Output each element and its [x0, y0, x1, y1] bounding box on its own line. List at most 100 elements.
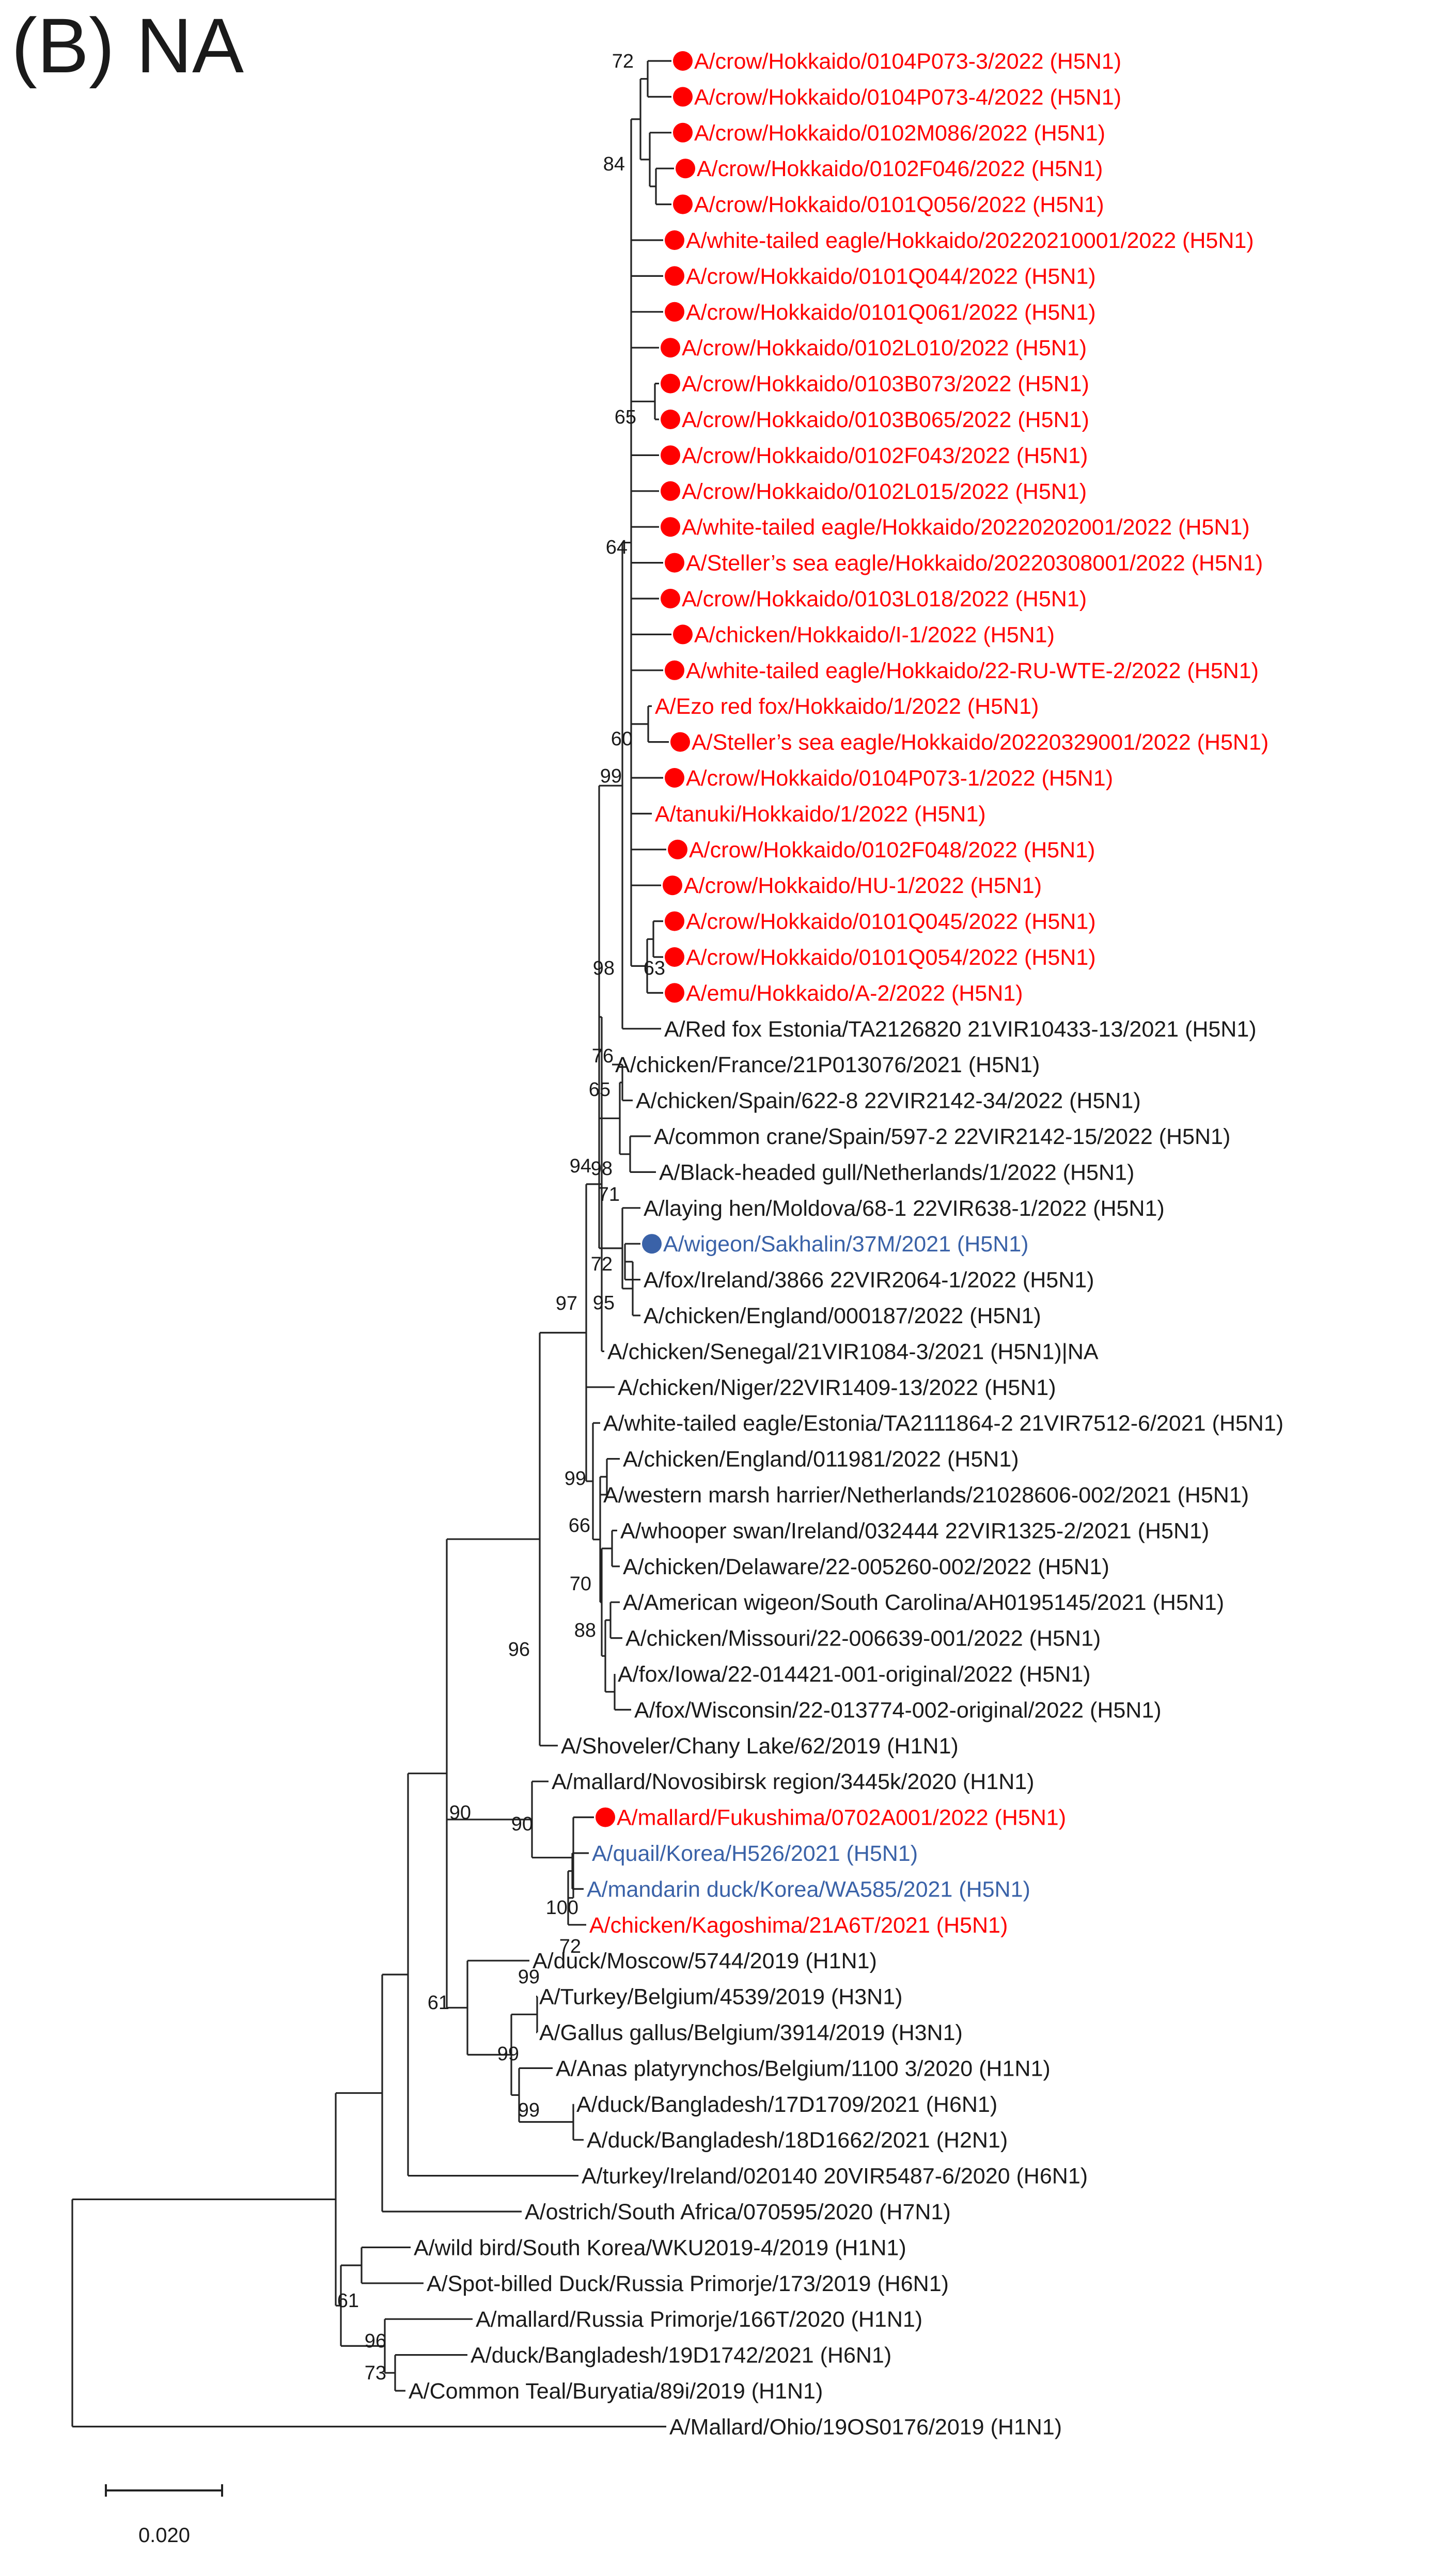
leaf-label: A/crow/Hokkaido/0101Q061/2022 (H5N1): [686, 300, 1096, 325]
red-dot-marker: [665, 947, 684, 967]
red-dot-marker: [673, 51, 693, 71]
red-dot-marker: [661, 338, 680, 358]
bootstrap-value: 100: [546, 1897, 578, 1919]
leaf-label: A/Steller’s sea eagle/Hokkaido/202203080…: [686, 551, 1263, 576]
leaf-labels: A/crow/Hokkaido/0104P073-3/2022 (H5N1) A/…: [409, 49, 1283, 2439]
leaf-label: A/ostrich/South Africa/070595/2020 (H7N1…: [525, 2200, 951, 2224]
bootstrap-value: 99: [497, 2043, 519, 2065]
red-dot-marker: [663, 875, 682, 896]
leaf-label: A/white-tailed eagle/Hokkaido/2022020200…: [682, 515, 1250, 540]
leaf-label: A/crow/Hokkaido/0102M086/2022 (H5N1): [694, 121, 1105, 146]
bootstrap-value: 84: [603, 153, 625, 175]
bootstrap-labels: 7284656460996398766594987172959799667088…: [337, 51, 665, 2384]
leaf-label: A/chicken/Delaware/22-005260-002/2022 (H…: [623, 1555, 1109, 1579]
leaf-label: A/chicken/England/011981/2022 (H5N1): [623, 1447, 1019, 1472]
leaf-label: A/chicken/Senegal/21VIR1084-3/2021 (H5N1…: [607, 1339, 1099, 1364]
red-dot-marker: [676, 159, 695, 179]
leaf-label: A/whooper swan/Ireland/032444 22VIR1325-…: [620, 1518, 1209, 1543]
bootstrap-value: 72: [612, 51, 634, 72]
red-dot-marker: [673, 624, 693, 645]
bootstrap-value: 98: [591, 1158, 613, 1180]
red-dot-marker: [665, 911, 684, 931]
red-dot-marker: [673, 194, 693, 214]
red-dot-marker: [665, 983, 684, 1003]
red-dot-marker: [665, 553, 684, 573]
leaf-label: A/chicken/England/000187/2022 (H5N1): [644, 1304, 1041, 1328]
leaf-label: A/Steller’s sea eagle/Hokkaido/202203290…: [692, 730, 1269, 755]
leaf-label: A/Red fox Estonia/TA2126820 21VIR10433-1…: [664, 1017, 1257, 1042]
bootstrap-value: 95: [593, 1292, 615, 1314]
leaf-label: A/duck/Bangladesh/18D1662/2021 (H2N1): [587, 2128, 1008, 2153]
leaf-label: A/crow/Hokkaido/0101Q045/2022 (H5N1): [686, 910, 1096, 934]
red-dot-marker: [661, 445, 680, 465]
leaf-label: A/tanuki/Hokkaido/1/2022 (H5N1): [655, 802, 986, 826]
leaf-label: A/Anas platyrynchos/Belgium/1100 3/2020 …: [556, 2056, 1051, 2081]
leaf-label: A/chicken/Kagoshima/21A6T/2021 (H5N1): [589, 1913, 1008, 1938]
leaf-label: A/crow/Hokkaido/0104P073-4/2022 (H5N1): [694, 85, 1121, 109]
leaf-label: A/mallard/Fukushima/0702A001/2022 (H5N1): [617, 1806, 1066, 1830]
bootstrap-value: 90: [449, 1802, 471, 1824]
bootstrap-value: 98: [593, 958, 615, 979]
blue-dot-marker: [642, 1234, 662, 1254]
red-dot-marker: [665, 302, 684, 322]
leaf-label: A/crow/Hokkaido/0101Q044/2022 (H5N1): [686, 264, 1096, 289]
leaf-label: A/crow/Hokkaido/0102F046/2022 (H5N1): [697, 156, 1103, 181]
red-dot-marker: [661, 589, 680, 608]
leaf-label: A/laying hen/Moldova/68-1 22VIR638-1/202…: [644, 1196, 1165, 1221]
bootstrap-value: 99: [565, 1468, 586, 1490]
leaf-label: A/duck/Bangladesh/17D1709/2021 (H6N1): [576, 2092, 997, 2117]
leaf-label: A/crow/Hokkaido/0102L015/2022 (H5N1): [682, 479, 1087, 504]
bootstrap-value: 61: [428, 1992, 449, 2014]
leaf-label: A/wild bird/South Korea/WKU2019-4/2019 (…: [414, 2235, 906, 2260]
bootstrap-value: 96: [508, 1639, 530, 1660]
leaf-label: A/quail/Korea/H526/2021 (H5N1): [592, 1841, 918, 1866]
red-dot-marker: [661, 481, 680, 501]
leaf-label: A/crow/Hokkaido/0102L010/2022 (H5N1): [682, 336, 1087, 360]
red-dot-marker: [665, 660, 684, 680]
bootstrap-value: 61: [337, 2290, 359, 2312]
leaf-label: A/chicken/France/21P013076/2021 (H5N1): [615, 1053, 1040, 1077]
red-dot-marker: [673, 87, 693, 107]
leaf-label: A/Turkey/Belgium/4539/2019 (H3N1): [539, 1985, 902, 2010]
red-dot-marker: [665, 230, 684, 250]
leaf-label: A/crow/Hokkaido/0103L018/2022 (H5N1): [682, 587, 1087, 612]
leaf-label: A/American wigeon/South Carolina/AH01951…: [623, 1590, 1224, 1615]
leaf-label: A/Mallard/Ohio/19OS0176/2019 (H1N1): [669, 2415, 1062, 2439]
tree-branches: [71, 60, 674, 2427]
leaf-label: A/crow/Hokkaido/0101Q056/2022 (H5N1): [694, 193, 1104, 217]
leaf-label: A/chicken/Missouri/22-006639-001/2022 (H…: [625, 1626, 1101, 1651]
leaf-label: A/crow/Hokkaido/0104P073-1/2022 (H5N1): [686, 766, 1113, 791]
leaf-label: A/chicken/Spain/622-8 22VIR2142-34/2022 …: [636, 1089, 1141, 1114]
bootstrap-value: 71: [598, 1184, 620, 1205]
red-dot-marker: [661, 373, 680, 394]
panel-title: (B) NA: [11, 2, 244, 89]
leaf-label: A/mallard/Russia Primorje/166T/2020 (H1N…: [476, 2307, 922, 2332]
bootstrap-value: 65: [589, 1079, 610, 1101]
bootstrap-value: 90: [511, 1813, 533, 1835]
leaf-label: A/emu/Hokkaido/A-2/2022 (H5N1): [686, 981, 1023, 1006]
bootstrap-value: 73: [365, 2362, 386, 2384]
bootstrap-value: 72: [559, 1936, 581, 1957]
bootstrap-value: 64: [606, 537, 628, 558]
leaf-label: A/white-tailed eagle/Hokkaido/22-RU-WTE-…: [686, 659, 1259, 683]
leaf-markers: [596, 51, 695, 1827]
bootstrap-value: 76: [592, 1045, 614, 1067]
leaf-label: A/crow/Hokkaido/HU-1/2022 (H5N1): [684, 873, 1042, 898]
leaf-label: A/chicken/Niger/22VIR1409-13/2022 (H5N1): [618, 1375, 1056, 1400]
bootstrap-value: 94: [570, 1155, 591, 1177]
bootstrap-value: 96: [365, 2330, 386, 2352]
bootstrap-value: 60: [611, 728, 633, 750]
leaf-label: A/common crane/Spain/597-2 22VIR2142-15/…: [654, 1124, 1230, 1149]
bootstrap-value: 99: [600, 765, 622, 787]
bootstrap-value: 97: [556, 1293, 577, 1314]
leaf-label: A/fox/Iowa/22-014421-001-original/2022 (…: [618, 1662, 1091, 1687]
leaf-label: A/Ezo red fox/Hokkaido/1/2022 (H5N1): [655, 694, 1039, 719]
bootstrap-value: 65: [615, 406, 636, 428]
leaf-label: A/Spot-billed Duck/Russia Primorje/173/2…: [427, 2271, 949, 2296]
red-dot-marker: [661, 410, 680, 429]
leaf-label: A/chicken/Hokkaido/I-1/2022 (H5N1): [694, 622, 1055, 647]
red-dot-marker: [668, 839, 687, 859]
red-dot-marker: [661, 517, 680, 537]
leaf-label: A/white-tailed eagle/Estonia/TA2111864-2…: [603, 1411, 1283, 1436]
